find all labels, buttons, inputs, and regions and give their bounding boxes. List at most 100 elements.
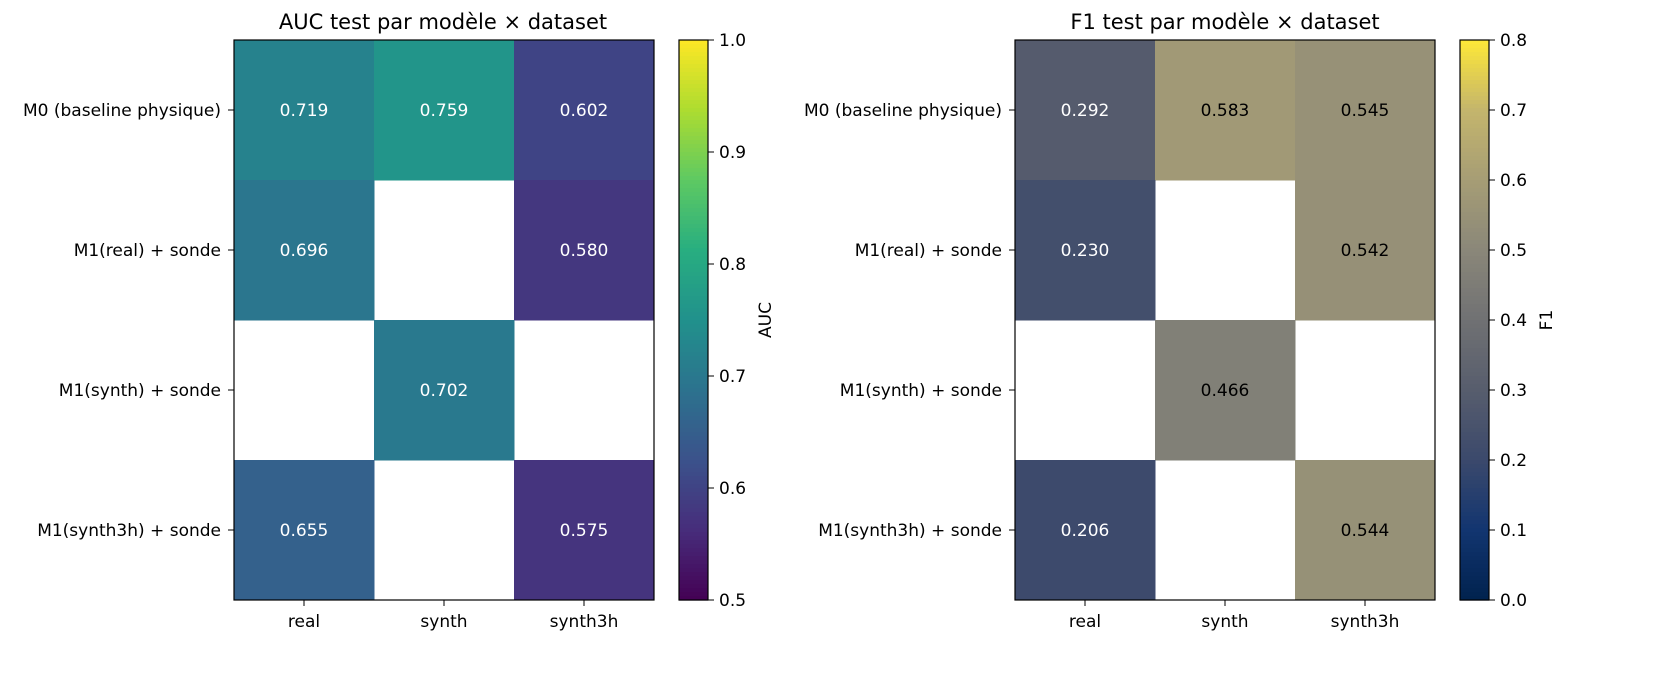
chart1-colorbar-strip — [679, 204, 708, 209]
chart2-colorbar-strip — [1460, 100, 1489, 105]
chart1-colorbar-strip — [679, 424, 708, 429]
chart2-colorbar-strip — [1460, 484, 1489, 489]
chart1-ytick-label-r1: M1(real) + sonde — [74, 241, 221, 261]
chart1-colorbar-strip — [679, 544, 708, 549]
chart2-cell-r3-c2 — [1295, 460, 1436, 601]
chart2-colorbar-strip — [1460, 104, 1489, 109]
chart2-colorbar-strip — [1460, 348, 1489, 353]
chart1-cell-r1-c2 — [514, 180, 655, 321]
chart1-colorbar-strip — [679, 316, 708, 321]
chart1-value-label-r1-c2: 0.580 — [560, 241, 609, 261]
chart1-colorbar-strip — [679, 564, 708, 569]
chart2-colorbar-strip — [1460, 436, 1489, 441]
chart2-colorbar-strip — [1460, 292, 1489, 297]
chart2-colorbar-strip — [1460, 392, 1489, 397]
chart1-colorbar-strip — [679, 64, 708, 69]
chart1-colorbar-strip — [679, 188, 708, 193]
chart2-colorbar-strip — [1460, 472, 1489, 477]
chart1-colorbar-strip — [679, 156, 708, 161]
chart2-colorbar-strip — [1460, 400, 1489, 405]
chart1-colorbar-strip — [679, 248, 708, 253]
chart2-colorbar-strip — [1460, 184, 1489, 189]
chart2-colorbar-strip — [1460, 180, 1489, 185]
chart1-colorbar-strip — [679, 276, 708, 281]
chart1-colorbar-strip — [679, 260, 708, 265]
chart2-xtick-label-c1: synth — [1201, 612, 1248, 632]
chart2-colorbar-strip — [1460, 356, 1489, 361]
chart2-colorbar-tick-label-0: 0.0 — [1500, 591, 1527, 611]
chart2-colorbar-strip — [1460, 312, 1489, 317]
chart2-colorbar-strip — [1460, 564, 1489, 569]
chart1-colorbar-strip — [679, 472, 708, 477]
chart1-xtick-label-c0: real — [288, 612, 320, 632]
chart1-colorbar-strip — [679, 416, 708, 421]
chart2-colorbar-strip — [1460, 120, 1489, 125]
chart1-colorbar-strip — [679, 332, 708, 337]
chart1-title: AUC test par modèle × dataset — [279, 10, 607, 34]
chart2-colorbar-strip — [1460, 592, 1489, 597]
chart1-colorbar-tick-label-5: 1.0 — [719, 31, 746, 51]
chart2-colorbar-strip — [1460, 148, 1489, 153]
chart1-colorbar-strip — [679, 368, 708, 373]
chart2-colorbar-strip — [1460, 124, 1489, 129]
chart2-colorbar-strip — [1460, 112, 1489, 117]
chart2-colorbar-strip — [1460, 56, 1489, 61]
chart2-colorbar-strip — [1460, 276, 1489, 281]
chart2-value-label-r1-c2: 0.542 — [1341, 241, 1390, 261]
chart2-colorbar-tick-label-8: 0.8 — [1500, 31, 1527, 51]
chart2-colorbar-strip — [1460, 536, 1489, 541]
chart1-colorbar-strip — [679, 572, 708, 577]
chart2-colorbar-strip — [1460, 532, 1489, 537]
chart1-colorbar-strip — [679, 576, 708, 581]
chart1-colorbar-strip — [679, 256, 708, 261]
chart1-colorbar-strip — [679, 588, 708, 593]
chart1-colorbar-strip — [679, 104, 708, 109]
chart1-value-label-r0-c1: 0.759 — [420, 101, 469, 121]
chart2-colorbar-strip — [1460, 512, 1489, 517]
chart2-colorbar-strip — [1460, 228, 1489, 233]
chart1-colorbar-strip — [679, 568, 708, 573]
chart2-colorbar-strip — [1460, 320, 1489, 325]
chart2-colorbar-strip — [1460, 552, 1489, 557]
chart2-colorbar-strip — [1460, 288, 1489, 293]
chart2-ytick-label-r0: M0 (baseline physique) — [804, 101, 1002, 121]
chart2-colorbar-strip — [1460, 208, 1489, 213]
chart1-colorbar-strip — [679, 196, 708, 201]
chart1-cell-r0-c1 — [374, 40, 515, 181]
chart1-colorbar-strip — [679, 212, 708, 217]
chart1-colorbar-strip — [679, 348, 708, 353]
chart1-colorbar-strip — [679, 476, 708, 481]
chart2-colorbar-strip — [1460, 364, 1489, 369]
chart1-xtick-label-c2: synth3h — [550, 612, 619, 632]
chart1-colorbar-strip — [679, 160, 708, 165]
chart1-colorbar-strip — [679, 60, 708, 65]
chart2-colorbar-strip — [1460, 396, 1489, 401]
chart2-colorbar-strip — [1460, 92, 1489, 97]
chart1-colorbar-strip — [679, 176, 708, 181]
chart1-colorbar-strip — [679, 548, 708, 553]
chart1-colorbar-strip — [679, 312, 708, 317]
chart2-colorbar-strip — [1460, 160, 1489, 165]
chart2-colorbar-strip — [1460, 516, 1489, 521]
chart2-colorbar-strip — [1460, 452, 1489, 457]
chart2-colorbar-strip — [1460, 520, 1489, 525]
chart2-colorbar-strip — [1460, 544, 1489, 549]
chart1-colorbar-strip — [679, 172, 708, 177]
chart1-colorbar-strip — [679, 516, 708, 521]
chart1-colorbar-strip — [679, 128, 708, 133]
chart2-colorbar-tick-label-2: 0.2 — [1500, 451, 1527, 471]
chart1-colorbar-strip — [679, 364, 708, 369]
chart1-colorbar-strip — [679, 48, 708, 53]
chart1-colorbar-strip — [679, 148, 708, 153]
chart1-colorbar-strip — [679, 232, 708, 237]
chart2-cell-r1-c0 — [1015, 180, 1156, 321]
chart2-colorbar-strip — [1460, 244, 1489, 249]
chart2-colorbar-strip — [1460, 264, 1489, 269]
chart2-colorbar-strip — [1460, 304, 1489, 309]
chart1-colorbar-strip — [679, 452, 708, 457]
chart1-colorbar-strip — [679, 184, 708, 189]
chart2-colorbar-strip — [1460, 528, 1489, 533]
chart2-colorbar-strip — [1460, 192, 1489, 197]
chart2-colorbar-strip — [1460, 468, 1489, 473]
chart2-colorbar-strip — [1460, 464, 1489, 469]
